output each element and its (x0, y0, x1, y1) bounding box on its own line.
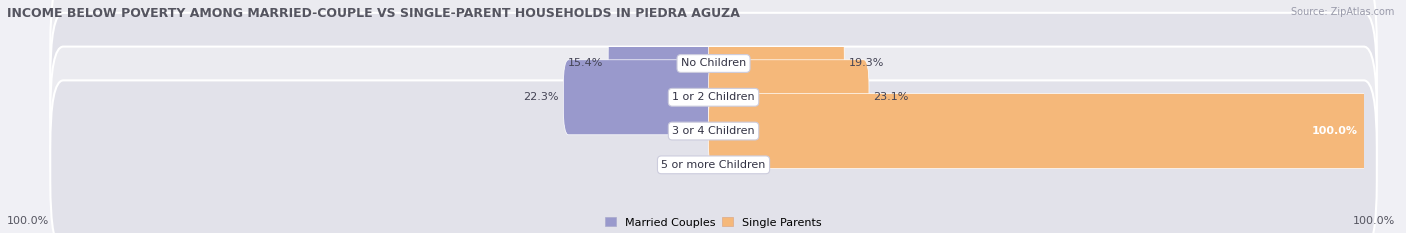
Text: 15.4%: 15.4% (568, 58, 603, 69)
FancyBboxPatch shape (51, 80, 1376, 233)
Text: 0.0%: 0.0% (675, 126, 704, 136)
Text: 5 or more Children: 5 or more Children (661, 160, 766, 170)
Text: 1 or 2 Children: 1 or 2 Children (672, 92, 755, 102)
Text: No Children: No Children (681, 58, 747, 69)
FancyBboxPatch shape (564, 60, 718, 135)
FancyBboxPatch shape (51, 13, 1376, 182)
Text: 0.0%: 0.0% (723, 160, 752, 170)
Text: 100.0%: 100.0% (1353, 216, 1395, 226)
Legend: Married Couples, Single Parents: Married Couples, Single Parents (605, 217, 823, 228)
FancyBboxPatch shape (709, 60, 869, 135)
Text: 100.0%: 100.0% (1312, 126, 1357, 136)
Text: 0.0%: 0.0% (675, 160, 704, 170)
FancyBboxPatch shape (709, 26, 844, 101)
Text: 3 or 4 Children: 3 or 4 Children (672, 126, 755, 136)
Text: INCOME BELOW POVERTY AMONG MARRIED-COUPLE VS SINGLE-PARENT HOUSEHOLDS IN PIEDRA : INCOME BELOW POVERTY AMONG MARRIED-COUPL… (7, 7, 740, 20)
FancyBboxPatch shape (51, 47, 1376, 216)
FancyBboxPatch shape (51, 0, 1376, 148)
Text: 19.3%: 19.3% (849, 58, 884, 69)
FancyBboxPatch shape (709, 94, 1369, 168)
Text: Source: ZipAtlas.com: Source: ZipAtlas.com (1291, 7, 1395, 17)
Text: 23.1%: 23.1% (873, 92, 908, 102)
FancyBboxPatch shape (609, 26, 718, 101)
Text: 22.3%: 22.3% (523, 92, 558, 102)
Text: 100.0%: 100.0% (7, 216, 49, 226)
